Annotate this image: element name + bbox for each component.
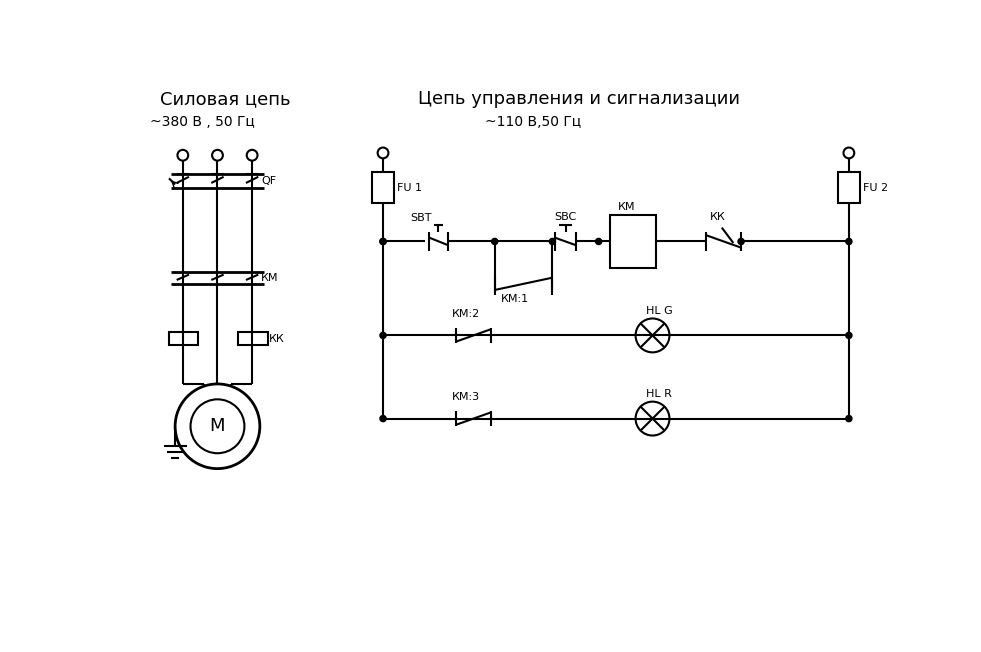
Circle shape — [595, 239, 601, 244]
Text: Цепь управления и сигнализации: Цепь управления и сигнализации — [418, 90, 741, 108]
Circle shape — [846, 239, 852, 244]
Circle shape — [380, 239, 387, 244]
Text: М: М — [210, 417, 226, 436]
Text: КМ: КМ — [261, 273, 279, 283]
Circle shape — [380, 239, 387, 244]
Bar — [610, 215, 656, 269]
Bar — [238, 332, 268, 346]
Circle shape — [549, 239, 555, 244]
Circle shape — [846, 415, 852, 422]
Text: FU 1: FU 1 — [397, 183, 422, 192]
Text: HL G: HL G — [646, 306, 673, 316]
Text: Силовая цепь: Силовая цепь — [160, 90, 290, 108]
Text: КМ:2: КМ:2 — [452, 309, 481, 319]
Text: SBT: SBT — [410, 213, 432, 224]
Text: HL R: HL R — [646, 389, 672, 399]
Text: КМ:3: КМ:3 — [452, 392, 481, 402]
Text: КМ:1: КМ:1 — [501, 294, 529, 304]
Text: ~380 В , 50 Гц: ~380 В , 50 Гц — [150, 115, 254, 129]
Circle shape — [846, 333, 852, 338]
Circle shape — [491, 239, 497, 244]
Text: КК: КК — [269, 334, 284, 344]
Bar — [169, 332, 198, 346]
Text: КК: КК — [710, 212, 726, 222]
Circle shape — [380, 333, 387, 338]
Circle shape — [738, 239, 745, 244]
Bar — [838, 172, 859, 203]
Text: QF: QF — [261, 175, 277, 186]
Text: SBC: SBC — [554, 212, 577, 222]
Bar — [372, 172, 393, 203]
Text: КМ: КМ — [618, 202, 636, 212]
Text: ~110 В,50 Гц: ~110 В,50 Гц — [486, 115, 581, 129]
Text: FU 2: FU 2 — [862, 183, 888, 192]
Circle shape — [380, 415, 387, 422]
